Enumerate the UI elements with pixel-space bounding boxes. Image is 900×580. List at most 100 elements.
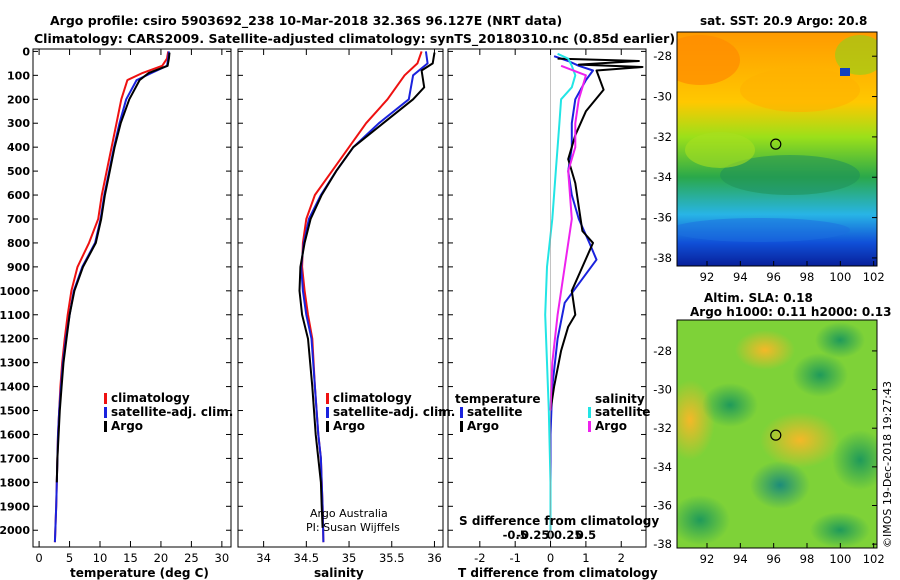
salinity-series <box>298 51 436 543</box>
credit-pi: PI: Susan Wijffels <box>306 521 400 534</box>
lat-tick-label: -30 <box>653 90 672 104</box>
x-tick-label: 34.5 <box>294 551 320 565</box>
sst-map-title: sat. SST: 20.9 Argo: 20.8 <box>700 14 867 28</box>
s-difference-axis-ticks: -0.5-0.250 0.250.5 <box>503 528 596 542</box>
x-tick-label: 1 <box>582 551 589 565</box>
temperature-panel-frame <box>32 48 232 548</box>
series-t-satellite <box>549 55 598 531</box>
legend-s-satellite-label: satellite <box>595 405 650 419</box>
depth-tick-label: 100 <box>7 69 30 82</box>
x-tick-label: 30 <box>215 551 230 565</box>
sst-map-image <box>677 32 877 266</box>
legend-satellite-swatch <box>104 407 107 418</box>
sst-argo-position-marker <box>770 138 782 150</box>
depth-tick-label: 700 <box>7 213 30 226</box>
x-tick-label: 0 <box>35 551 42 565</box>
depth-tick-label: 1600 <box>0 428 30 441</box>
depth-tick-label: 1200 <box>0 333 30 346</box>
sla-map-title1: Altim. SLA: 0.18 <box>704 291 813 305</box>
difference-panel: -2 -1 0 1 2 -0.5-0.25 0 0.250.5 T difference f… <box>447 48 659 580</box>
salinity-legend: climatology satellite-adj. clim. Argo <box>326 391 455 433</box>
s-diff-tick-label: 0.5 <box>576 528 596 542</box>
lat-tick-label: -30 <box>653 383 672 397</box>
sst-map-frame <box>676 31 878 267</box>
lon-tick-label: 98 <box>800 270 815 284</box>
lon-tick-label: 98 <box>800 552 815 566</box>
temperature-axis-ticks: 0 5 10 15 20 25 30 <box>35 551 229 565</box>
legend-satellite-label: satellite-adj. clim. <box>111 405 233 419</box>
lon-tick-label: 96 <box>766 552 781 566</box>
depth-tick-label: 0 <box>22 45 30 58</box>
t-difference-axis-ticks: -2 -1 0 1 2 <box>474 551 625 565</box>
depth-axis-ticks: 0 100 200 300 400 500 600 700 800 900 1000 1100 1200… <box>0 45 30 537</box>
difference-series <box>544 49 644 547</box>
depth-tick-label: 1000 <box>0 285 30 298</box>
x-tick-label: 35 <box>342 551 357 565</box>
lat-tick-label: -38 <box>653 251 672 265</box>
lat-tick-label: -38 <box>653 537 672 551</box>
sla-map-frame <box>676 319 878 549</box>
depth-tick-label: 1800 <box>0 476 30 489</box>
lat-tick-label: -32 <box>653 130 672 144</box>
lat-tick-label: -36 <box>653 211 672 225</box>
x-tick-label: 20 <box>154 551 169 565</box>
sla-lon-ticks: 92 94 96 98 100 102 <box>700 552 885 566</box>
credit-argo-australia: Argo Australia <box>310 507 388 520</box>
sla-lat-ticks: -28 -30 -32 -34 -36 -38 <box>653 344 672 551</box>
x-tick-label: 25 <box>184 551 199 565</box>
depth-tick-label: 1900 <box>0 500 30 513</box>
title-line2: Climatology: CARS2009. Satellite-adjuste… <box>34 31 675 47</box>
salinity-xlabel: salinity <box>314 566 364 580</box>
series-s-argo <box>549 64 587 411</box>
depth-tick-label: 600 <box>7 189 30 202</box>
depth-tick-label: 1400 <box>0 381 30 394</box>
lat-tick-label: -34 <box>653 170 672 184</box>
lat-tick-label: -32 <box>653 421 672 435</box>
lat-tick-label: -34 <box>653 460 672 474</box>
sla-map-image <box>677 320 877 548</box>
sst-lon-ticks: 92 94 96 98 100 102 <box>700 270 885 284</box>
legend-s-satellite-swatch <box>588 407 591 418</box>
temperature-legend: climatology satellite-adj. clim. Argo <box>104 391 233 433</box>
lat-tick-label: -28 <box>653 344 672 358</box>
depth-tick-label: 500 <box>7 165 30 178</box>
temperature-series <box>53 51 171 543</box>
salinity-panel: 34 34.5 35 35.5 36 salinity climatology sate… <box>237 48 455 580</box>
depth-tick-label: 200 <box>7 93 30 106</box>
difference-panel-frame <box>447 48 647 548</box>
s-diff-tick-label: -0.5 <box>503 528 528 542</box>
x-tick-label: 36 <box>427 551 442 565</box>
legend-s-argo-label: Argo <box>595 419 627 433</box>
sla-argo-position-marker <box>770 429 782 441</box>
depth-tick-label: 1100 <box>0 309 30 322</box>
legend-argo-swatch <box>326 421 329 432</box>
lon-tick-label: 94 <box>733 552 748 566</box>
salinity-axis-ticks: 34 34.5 35 35.5 36 <box>256 551 441 565</box>
legend-argo-swatch <box>104 421 107 432</box>
title-line1: Argo profile: csiro 5903692_238 10-Mar-2… <box>50 13 562 29</box>
legend-t-argo-swatch <box>460 421 463 432</box>
lon-tick-label: 100 <box>829 552 851 566</box>
series-argo <box>55 52 171 483</box>
legend-t-satellite-swatch <box>460 407 463 418</box>
lat-tick-label: -28 <box>653 49 672 63</box>
depth-tick-label: 1700 <box>0 452 30 465</box>
t-difference-xlabel: T difference from climatology <box>458 566 658 580</box>
temperature-panel: 0100200300400500600700800900100011001200… <box>0 45 233 580</box>
x-tick-label: 10 <box>93 551 108 565</box>
legend-t-argo-label: Argo <box>467 419 499 433</box>
legend-salinity-title: salinity <box>595 392 645 406</box>
legend-t-satellite-label: satellite <box>467 405 522 419</box>
lon-tick-label: 94 <box>733 270 748 284</box>
series-satellite-adj-clim- <box>53 51 170 543</box>
lon-tick-label: 92 <box>700 552 715 566</box>
x-tick-label: 5 <box>66 551 73 565</box>
depth-tick-label: 400 <box>7 141 30 154</box>
lat-tick-label: -36 <box>653 498 672 512</box>
sla-map-title2: Argo h1000: 0.11 h2000: 0.13 <box>690 305 891 319</box>
legend-climatology-label: climatology <box>333 391 412 405</box>
salinity-panel-frame <box>237 48 444 548</box>
sst-map-panel: sat. SST: 20.9 Argo: 20.8 92 94 96 98 100 102… <box>653 14 885 284</box>
x-tick-label: 2 <box>618 551 625 565</box>
